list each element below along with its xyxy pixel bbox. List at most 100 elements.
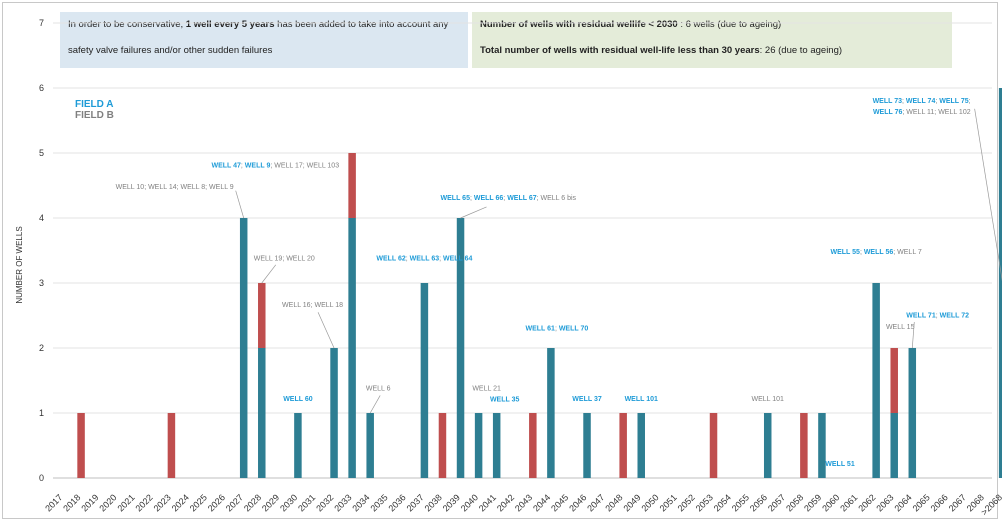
annotation-segment: WELL 71 [906,312,936,319]
x-tick-label: 2031 [296,492,317,513]
y-tick-label: 7 [39,18,44,28]
annotation-segment: WELL 16 [282,302,311,309]
leader-line [261,264,277,284]
bar-field-2064 [908,348,917,478]
x-tick-label: 2034 [350,492,371,513]
annotation-segment: ; [936,312,940,319]
annotation-segment: WELL 20 [286,255,315,262]
bar-field-2049 [637,413,645,478]
x-tick-label: 2018 [61,492,82,513]
note-text: : 6 wells (due to ageing) [677,19,782,30]
x-tick-label: 2060 [820,492,841,513]
annotation-segment: ; [311,302,315,309]
x-tick-label: 2017 [43,492,64,513]
annotation-2062: WELL 55; WELL 56; WELL 7 [831,249,922,256]
annotation-segment: WELL 61 [526,325,556,332]
x-tick-label: 2035 [368,492,389,513]
annotation-segment: ; [241,162,245,169]
x-tick-label: 2028 [242,492,263,513]
x-tick-label: 2055 [730,492,751,513]
annotation-2030: WELL 60 [283,396,313,403]
x-tick-label: 2026 [206,492,227,513]
annotation-segment: ; [406,255,410,262]
y-tick-label: 2 [39,343,44,353]
annotation-segment: ; [177,184,181,191]
y-tick-label: 5 [39,148,44,158]
bar-failure-2038 [438,413,447,478]
x-tick-label: 2046 [567,492,588,513]
x-tick-label: 2040 [459,492,480,513]
note-bold: Number of wells with residual wellife < … [480,19,678,30]
annotation-segment: WELL 6 [366,385,391,392]
x-tick-label: 2045 [549,492,570,513]
conservative-note-line2: safety valve failures and/or other sudde… [68,45,273,56]
annotation-segment: WELL 37 [572,396,602,403]
annotation-segment: ; [470,195,474,202]
x-tick-label: 2022 [134,492,155,513]
annotation-segment: ; [969,98,971,105]
annotation-segment: WELL 70 [559,325,589,332]
annotation-segment: WELL 47 [211,162,241,169]
annotation-segment: WELL 103 [307,162,340,169]
x-tick-label: 2063 [874,492,895,513]
note-text: : 26 (due to ageing) [759,45,843,56]
bar-field-2039 [456,218,465,478]
x-tick-label: 2027 [224,492,245,513]
annotation-segment: ; [935,98,939,105]
x-tick-label: 2053 [694,492,715,513]
annotation-2032: WELL 16; WELL 18 [282,302,343,309]
residual-life-line2: Total number of wells with residual well… [480,38,952,64]
bar-failure-2043 [529,413,537,478]
leader-line [974,108,1002,282]
x-tick-label: 2066 [929,492,950,513]
annotation-segment: WELL 56 [864,249,894,256]
y-tick-label: 6 [39,83,44,93]
residual-life-line1: Number of wells with residual wellife < … [480,12,952,38]
note-bold: Total number of wells with residual well… [480,45,760,56]
bar-failure-2018 [77,413,85,478]
x-tick-label: 2057 [766,492,787,513]
annotation-segment: ; [303,162,307,169]
leader-line [235,190,245,219]
annotation-segment: ; [503,195,507,202]
annotation-segment: ; [555,325,559,332]
x-tick-label: 2052 [676,492,697,513]
annotation-2049: WELL 101 [625,396,658,403]
annotation-segment: WELL 9 [245,162,271,169]
annotation-segment: ; [270,162,274,169]
annotation-segment: WELL 9 [209,184,234,191]
annotation-segment: WELL 67 [507,195,537,202]
annotation-segment: WELL 55 [831,249,861,256]
annotation-2044: WELL 61; WELL 70 [526,325,589,332]
annotation-segment: WELL 73 [873,98,903,105]
x-tick-label: 2024 [170,492,191,513]
annotation-2041: WELL 35 [490,396,520,403]
annotation-segment: WELL 72 [940,312,970,319]
x-tick-label: 2058 [784,492,805,513]
annotation-after-2068: WELL 73; WELL 74; WELL 75; [873,98,971,105]
bar-field-2059 [818,413,826,478]
x-tick-label: 2047 [585,492,606,513]
y-tick-label: 4 [39,213,44,223]
legend-field-a: FIELD A [75,99,114,110]
bar-field-after-2068 [998,88,1002,478]
x-tick-label: 2064 [892,492,913,513]
annotation-segment: ; [537,195,541,202]
annotation-segment: ; [893,249,897,256]
x-tick-label: 2044 [531,492,552,513]
annotation-2060: WELL 51 [825,461,855,468]
annotation-2064: WELL 71; WELL 72 [906,312,969,319]
annotation-2034: WELL 6 [366,385,391,392]
annotation-segment: ; [934,109,938,116]
bar-field-2062 [872,283,880,478]
annotation-segment: WELL 19 [254,255,283,262]
annotation-segment: WELL 7 [897,249,922,256]
x-tick-label: 2067 [947,492,968,513]
annotation-2046: WELL 37 [572,396,602,403]
note-text: In order to be conservative, [68,19,186,30]
annotation-segment: WELL 8 [181,184,206,191]
leader-line [317,312,335,349]
annotation-segment: WELL 64 [443,255,473,262]
bar-failure-2033 [348,153,356,218]
annotation-2056: WELL 101 [752,396,785,403]
